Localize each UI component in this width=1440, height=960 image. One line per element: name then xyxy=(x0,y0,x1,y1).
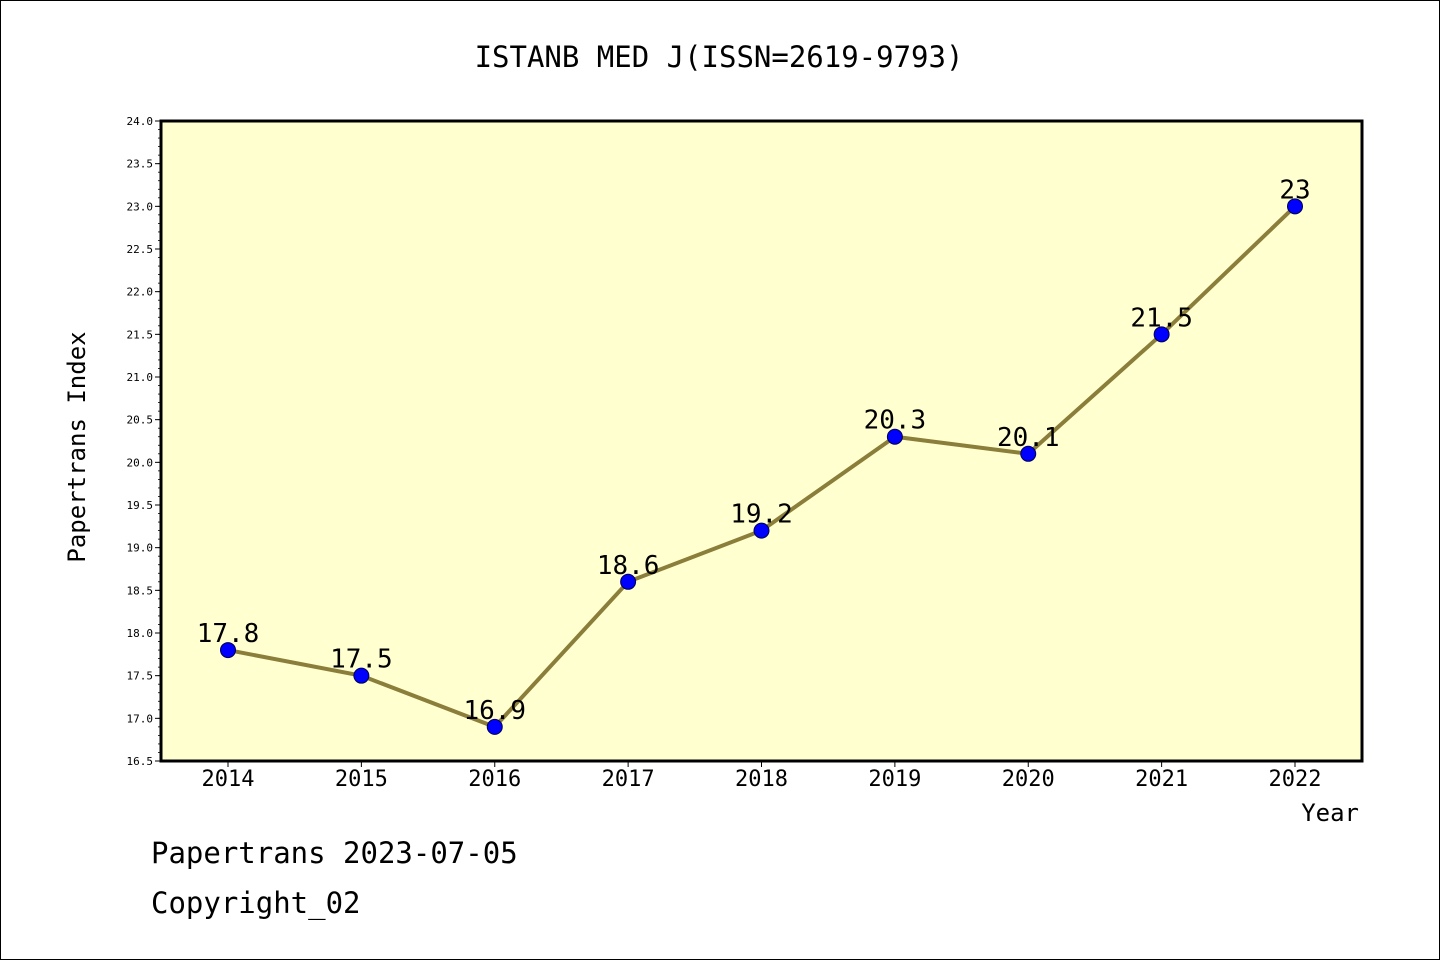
chart-title: ISTANB MED J(ISSN=2619-9793) xyxy=(475,40,964,74)
data-point xyxy=(220,642,236,659)
y-tick-label: 20.5 xyxy=(127,414,154,427)
x-tick-label: 2021 xyxy=(1135,767,1188,792)
data-point xyxy=(753,522,770,539)
x-axis: 2014 2015 2016 2017 2018 2019 2020 2021 2022 xyxy=(202,761,1322,792)
y-axis-label: Papertrans Index xyxy=(63,331,91,562)
plot-border xyxy=(159,119,1364,763)
data-label: 20.1 xyxy=(997,423,1060,453)
y-tick-label: 23.5 xyxy=(127,158,154,171)
data-point xyxy=(1287,198,1303,215)
y-tick-label: 19.5 xyxy=(127,499,154,512)
data-label: 23 xyxy=(1279,175,1310,205)
y-tick-label: 17.0 xyxy=(127,712,154,725)
y-tick-label: 22.5 xyxy=(127,243,154,256)
x-tick-label: 2020 xyxy=(1002,767,1055,792)
y-tick-label: 19.0 xyxy=(127,542,154,555)
y-tick-label: 23.0 xyxy=(127,200,154,213)
data-label: 17.5 xyxy=(330,645,393,675)
y-tick-label: 24.0 xyxy=(127,115,154,128)
x-tick-label: 2018 xyxy=(735,767,788,792)
y-tick-label: 16.5 xyxy=(127,755,154,768)
data-label: 17.8 xyxy=(197,619,260,649)
y-tick-label: 21.5 xyxy=(127,328,154,341)
x-tick-label: 2016 xyxy=(468,767,521,792)
data-point xyxy=(886,428,903,445)
data-point xyxy=(620,573,637,590)
data-label: 18.6 xyxy=(597,551,660,581)
x-tick-label: 2014 xyxy=(202,767,255,792)
data-point xyxy=(486,718,503,735)
data-labels: 17.8 17.5 16.9 18.6 19.2 20.3 20.1 21.5 23 xyxy=(197,175,1311,726)
data-label: 21.5 xyxy=(1130,303,1193,333)
data-markers xyxy=(220,198,1303,735)
y-axis: 16.5 17.0 17.5 18.0 18.5 19.0 19.5 20.0 20.5 21.0… xyxy=(127,115,161,768)
y-tick-label: 18.5 xyxy=(127,584,154,597)
footer-copyright: Copyright_02 xyxy=(151,886,361,920)
data-point xyxy=(1020,445,1037,462)
x-axis-label: Year xyxy=(1301,799,1359,827)
x-tick-label: 2015 xyxy=(335,767,388,792)
x-tick-label: 2022 xyxy=(1269,767,1322,792)
x-tick-label: 2019 xyxy=(868,767,921,792)
footer-date: Papertrans 2023-07-05 xyxy=(151,836,518,870)
x-tick-label: 2017 xyxy=(602,767,655,792)
data-point xyxy=(353,667,370,684)
y-tick-label: 18.0 xyxy=(127,627,154,640)
plot-area xyxy=(161,121,1362,761)
y-tick-label: 21.0 xyxy=(127,371,154,384)
line-chart: ISTANB MED J(ISSN=2619-9793) 16.5 17.0 17.… xyxy=(63,40,1364,827)
data-label: 19.2 xyxy=(730,500,793,530)
data-label: 16.9 xyxy=(463,696,526,726)
y-tick-label: 22.0 xyxy=(127,286,154,299)
data-point xyxy=(1153,326,1170,343)
y-tick-label: 17.5 xyxy=(127,670,154,683)
y-tick-label: 20.0 xyxy=(127,456,154,469)
data-label: 20.3 xyxy=(864,406,927,436)
